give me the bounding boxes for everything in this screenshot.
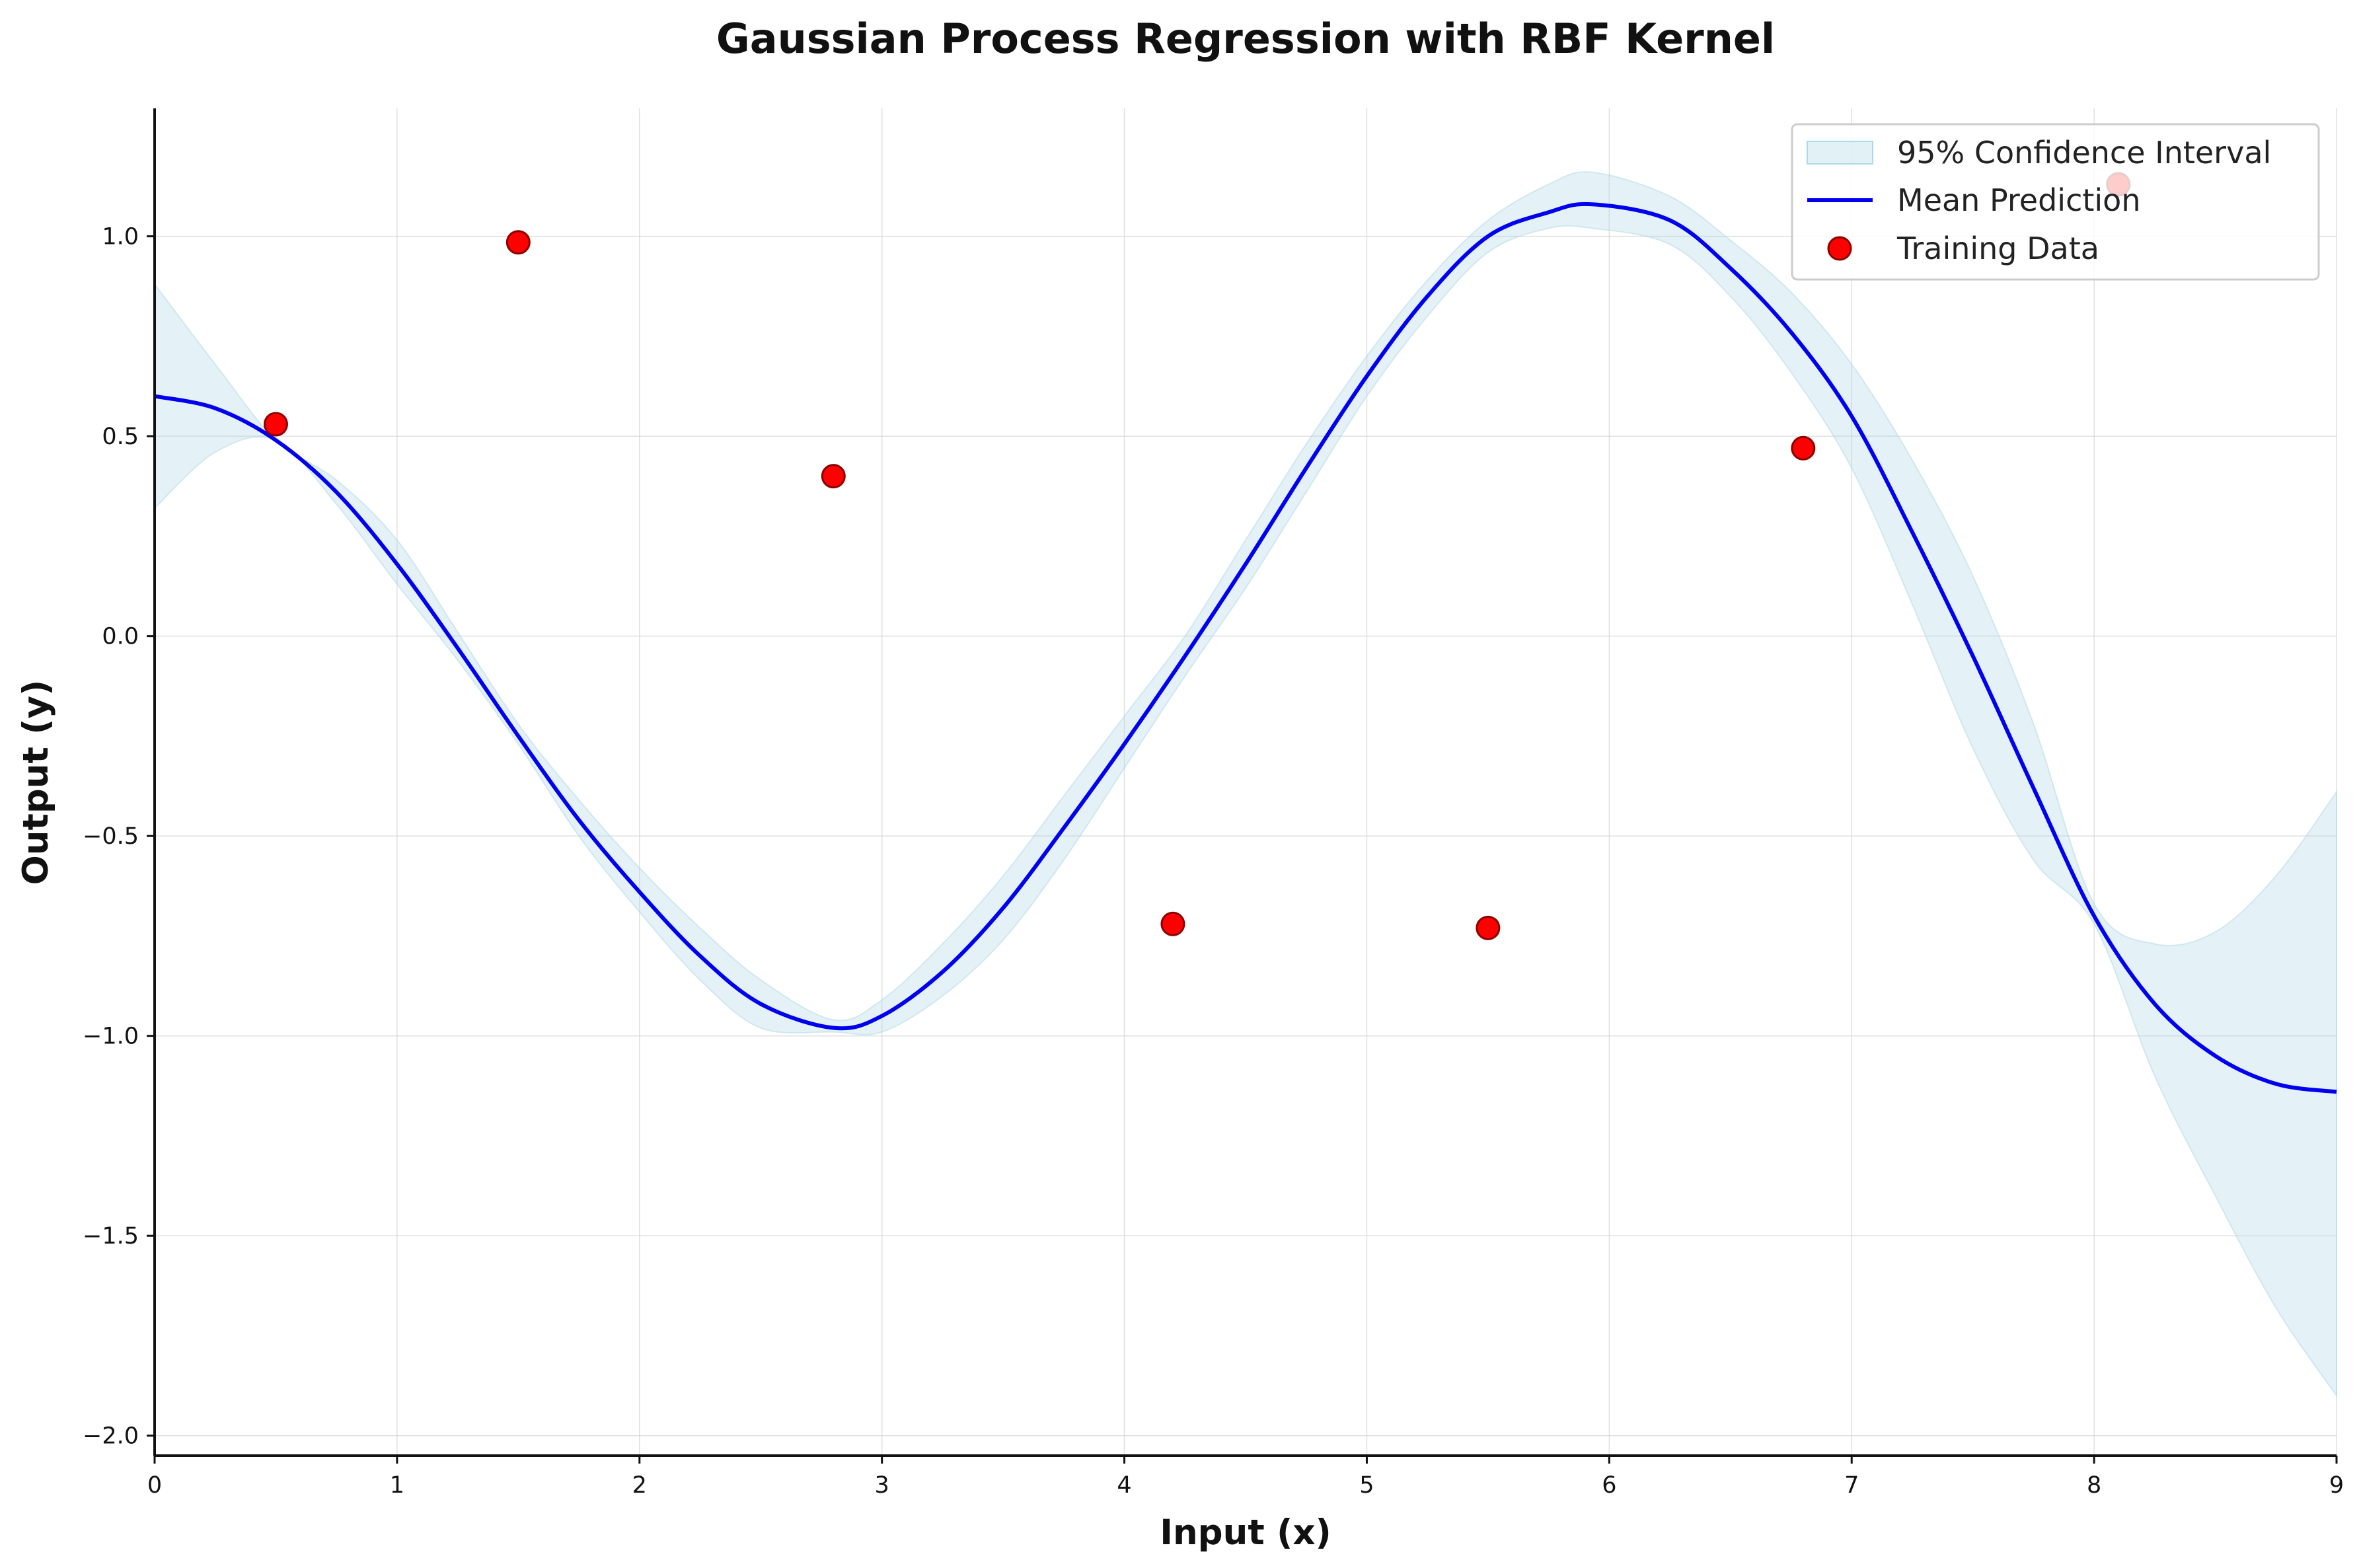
mean-prediction-line [154, 202, 2337, 1094]
training-points-layer [263, 172, 2131, 940]
y-tick-label: −0.5 [83, 823, 139, 850]
legend-band-swatch [1807, 141, 1873, 165]
training-point [821, 464, 846, 489]
x-tick-label: 4 [1117, 1472, 1131, 1499]
legend-frame [1791, 123, 2320, 281]
y-ticks: −2.0 −1.5 −1.0 −0.5 0.0 0.5 1.0 [83, 224, 155, 1450]
training-point [1160, 911, 1185, 936]
x-tick-label: 8 [2087, 1472, 2101, 1499]
mean-line-layer [154, 202, 2337, 1094]
x-tick-label: 2 [632, 1472, 647, 1499]
legend-label-training: Training Data [1896, 231, 2099, 266]
confidence-band [154, 171, 2337, 1398]
x-tick-label: 6 [1602, 1472, 1616, 1499]
x-tick-label: 7 [1844, 1472, 1859, 1499]
training-point [1791, 435, 1816, 461]
x-ticks: 0 1 2 3 4 5 6 7 8 9 [147, 1456, 2344, 1499]
y-tick-label: 0.0 [102, 624, 139, 650]
y-axis-label: Output (y) [16, 680, 56, 885]
training-point [506, 230, 531, 255]
training-point [263, 412, 288, 437]
x-axis-label: Input (x) [1160, 1512, 1331, 1553]
x-tick-label: 9 [2329, 1472, 2344, 1499]
legend: 95% Confidence Interval Mean Prediction … [1791, 123, 2320, 281]
grid-lines [154, 108, 2337, 1456]
y-tick-label: −1.0 [83, 1024, 139, 1050]
x-tick-label: 0 [147, 1472, 162, 1499]
training-point [1476, 915, 1501, 940]
x-tick-label: 3 [875, 1472, 889, 1499]
y-tick-label: −2.0 [83, 1423, 139, 1450]
legend-point-swatch [1827, 236, 1852, 261]
x-tick-label: 1 [390, 1472, 404, 1499]
y-tick-label: 1.0 [102, 224, 139, 250]
x-tick-label: 5 [1359, 1472, 1374, 1499]
legend-label-mean: Mean Prediction [1897, 182, 2140, 218]
chart-title: Gaussian Process Regression with RBF Ker… [716, 15, 1775, 63]
confidence-band-layer [154, 171, 2337, 1398]
legend-label-confidence: 95% Confidence Interval [1897, 135, 2271, 170]
y-tick-label: −1.5 [83, 1223, 139, 1250]
y-tick-label: 0.5 [102, 424, 139, 450]
